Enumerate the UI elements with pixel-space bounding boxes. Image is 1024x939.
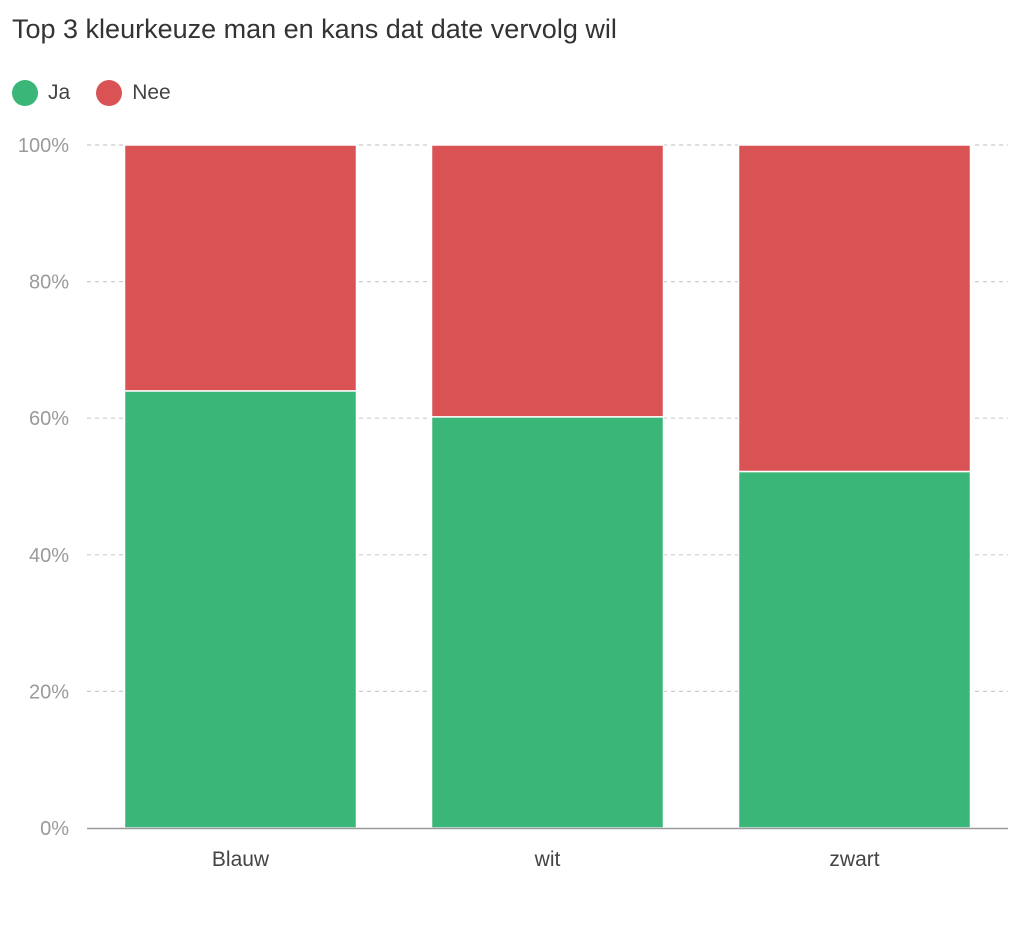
y-tick-label: 0% — [40, 818, 69, 840]
x-tick-label: zwart — [829, 848, 879, 871]
bar-nee-zwart[interactable] — [737, 144, 972, 473]
y-tick-label: 40% — [29, 545, 69, 567]
legend-swatch-nee — [96, 80, 123, 106]
legend-item-nee[interactable]: Nee — [96, 80, 171, 106]
bar-nee-blauw[interactable] — [123, 144, 358, 392]
y-tick-label: 20% — [29, 681, 69, 703]
x-axis-ticks: Blauw wit zwart — [212, 848, 880, 871]
x-tick-label: wit — [534, 848, 561, 871]
legend-item-ja[interactable]: Ja — [12, 80, 70, 106]
legend-swatch-ja — [12, 80, 38, 106]
bar-ja-zwart[interactable] — [737, 470, 972, 829]
legend-label-nee: Nee — [132, 81, 171, 104]
bar-ja-blauw[interactable] — [123, 390, 358, 829]
bars — [123, 144, 972, 829]
x-tick-label: Blauw — [212, 848, 270, 871]
y-axis-ticks: 0% 20% 40% 60% 80% 100% — [18, 135, 69, 840]
y-tick-label: 60% — [29, 408, 69, 430]
legend-label-ja: Ja — [48, 81, 71, 104]
chart-title: Top 3 kleurkeuze man en kans dat date ve… — [12, 14, 617, 44]
legend: Ja Nee — [12, 80, 197, 106]
y-tick-label: 80% — [29, 272, 69, 294]
y-tick-label: 100% — [18, 135, 69, 157]
bar-nee-wit[interactable] — [430, 144, 665, 418]
bar-ja-wit[interactable] — [430, 416, 665, 829]
